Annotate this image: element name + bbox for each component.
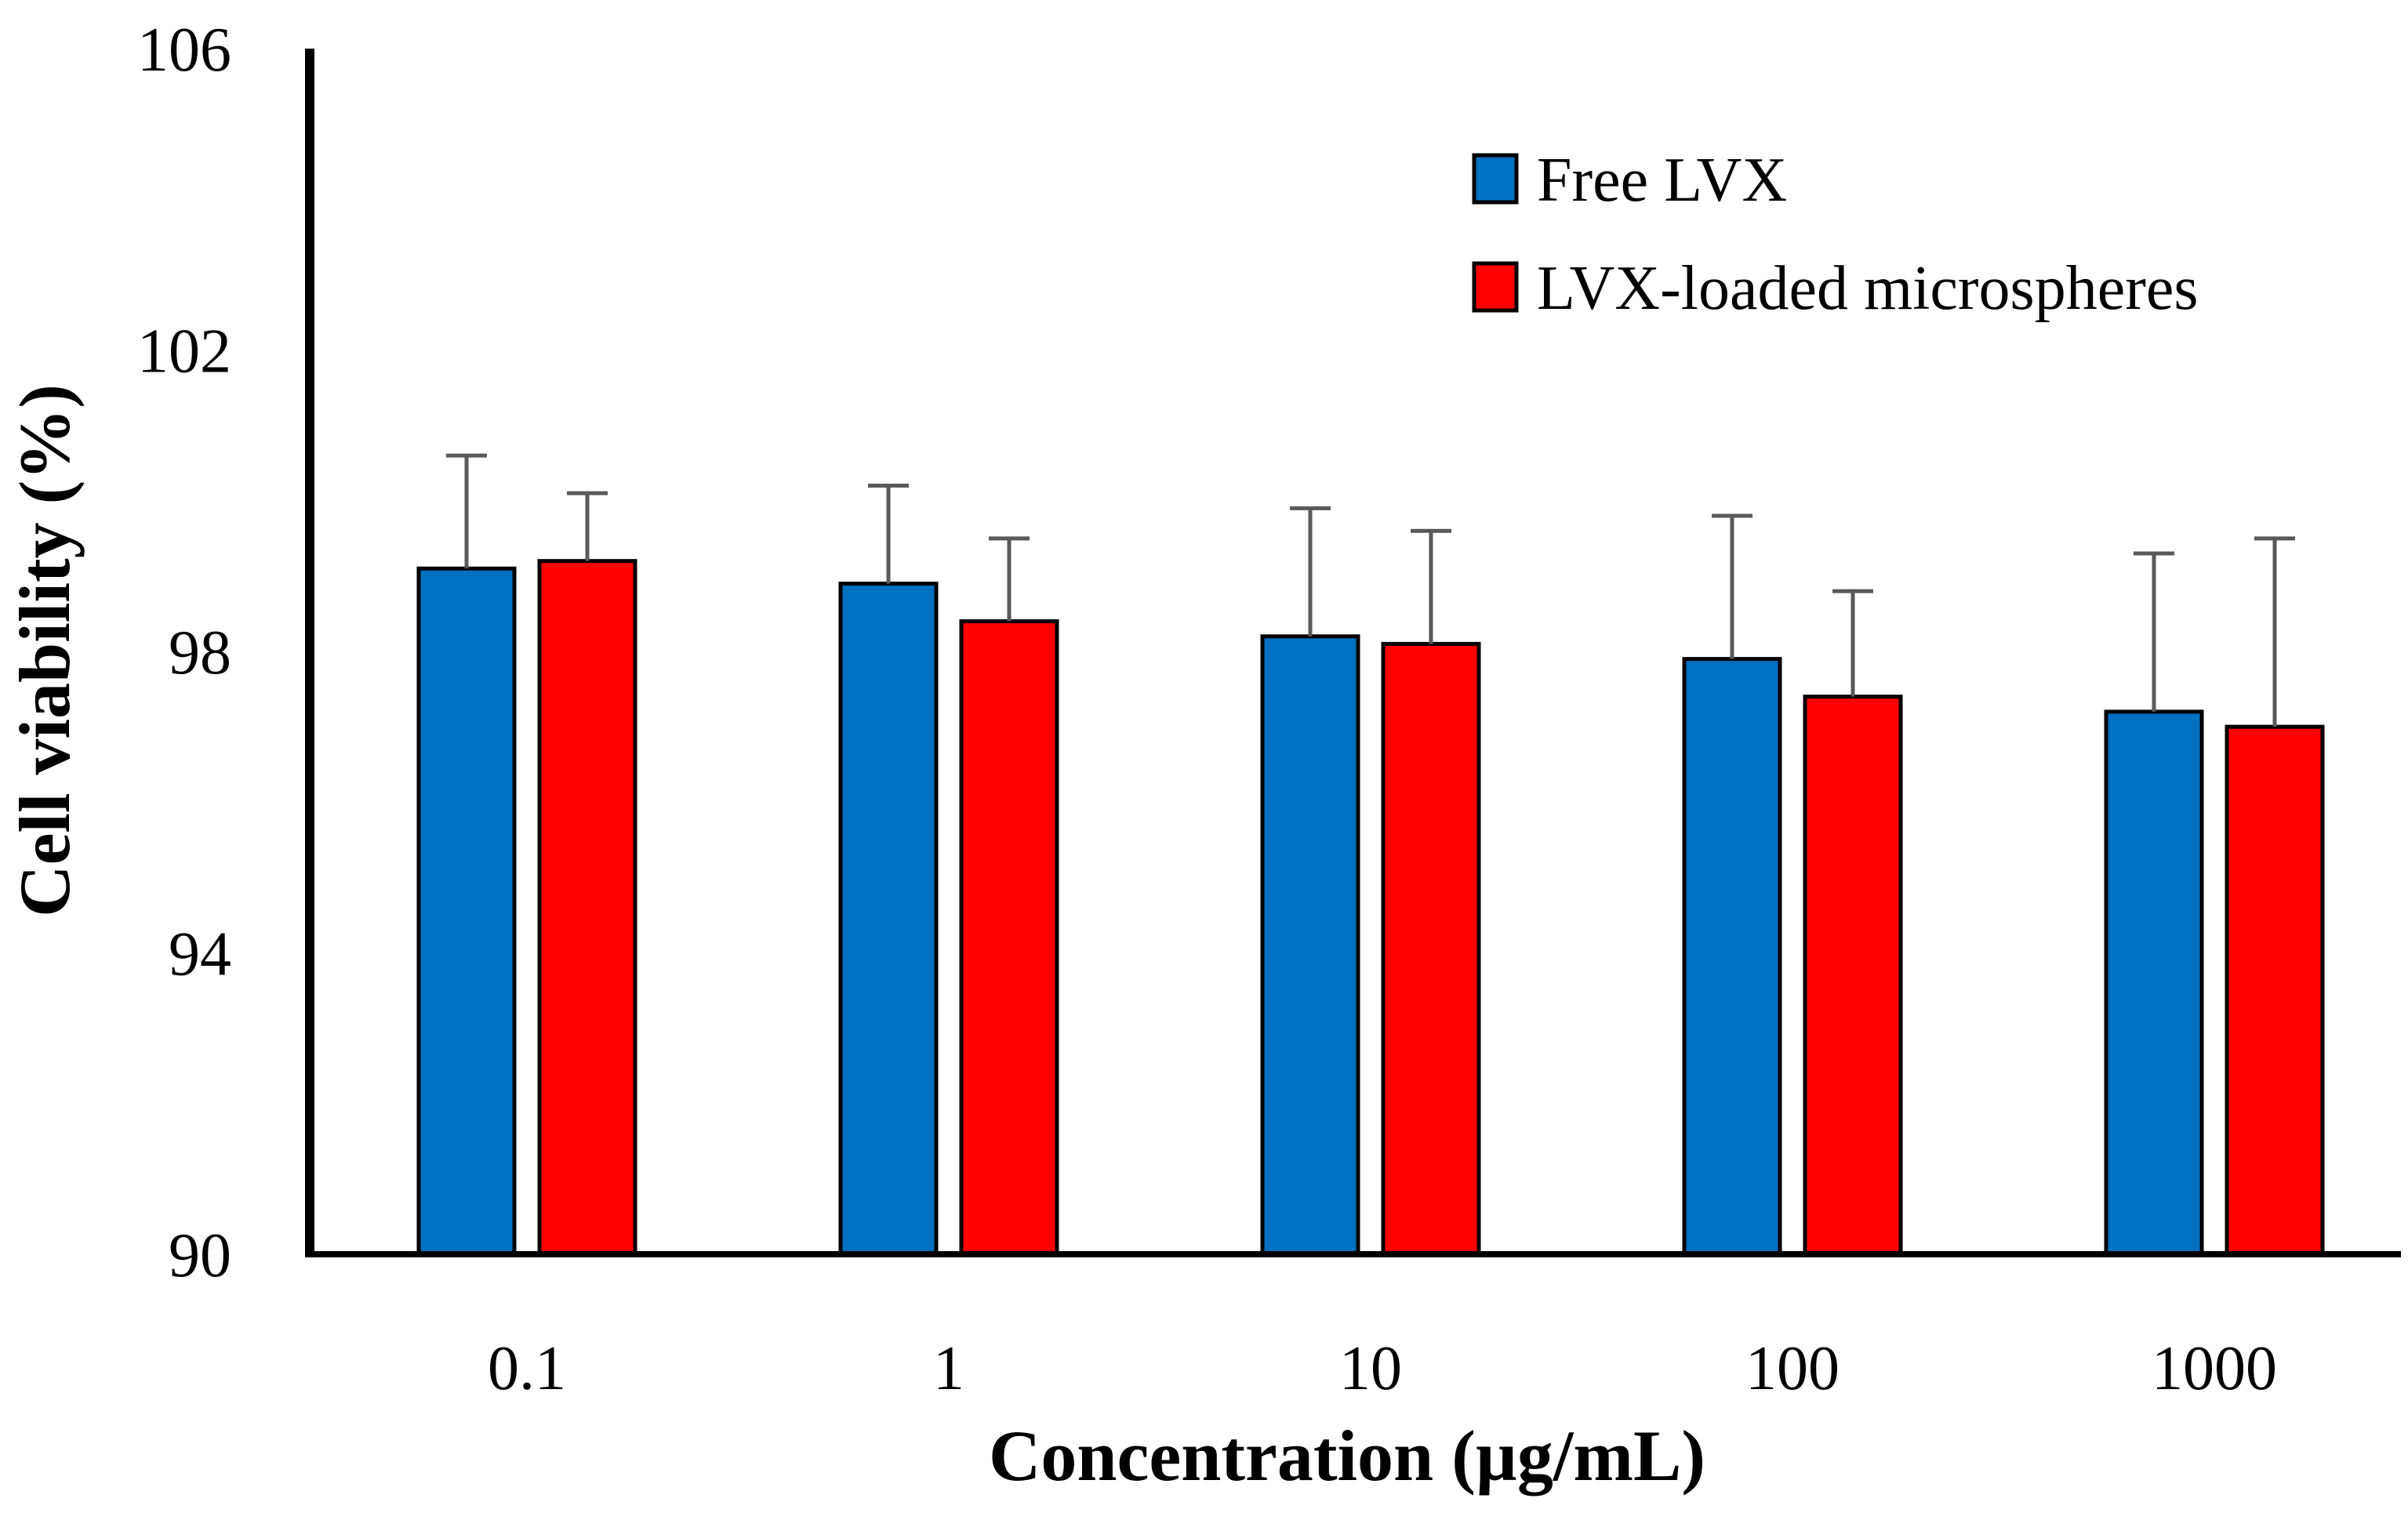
x-tick-label: 0.1	[488, 1334, 566, 1403]
x-tick-labels: 0.1 1 10 100 1000	[488, 1334, 2277, 1403]
y-tick-label: 94	[169, 920, 231, 989]
bar-free-lvx-0.1	[416, 566, 517, 1257]
legend: Free LVX LVX-loaded microspheres	[1472, 146, 2198, 323]
legend-swatch-free-lvx	[1472, 153, 1519, 205]
axes-layer	[305, 49, 2401, 1257]
x-tick-label: 100	[1745, 1334, 1840, 1403]
bar-free-lvx-10	[1260, 634, 1360, 1257]
bar-lvx-microspheres-10	[1381, 641, 1481, 1257]
legend-swatch-lvx-microspheres	[1472, 261, 1519, 313]
bar-lvx-microspheres-0.1	[537, 559, 637, 1257]
y-tick-label: 90	[169, 1221, 231, 1290]
y-tick-label: 98	[169, 619, 231, 687]
bar-free-lvx-1000	[2104, 709, 2204, 1257]
y-tick-label: 102	[137, 317, 231, 386]
y-tick-label: 106	[137, 16, 231, 85]
x-tick-label: 1000	[2152, 1334, 2277, 1403]
bar-lvx-microspheres-100	[1803, 695, 1903, 1257]
legend-label: LVX-loaded microspheres	[1537, 254, 2198, 323]
x-tick-label: 10	[1339, 1334, 1402, 1403]
x-axis-title: Concentration (µg/mL)	[989, 1416, 1705, 1496]
legend-label: Free LVX	[1537, 146, 1787, 215]
bar-lvx-microspheres-1	[959, 619, 1059, 1257]
bar-free-lvx-100	[1682, 657, 1782, 1257]
y-axis-title: Cell viability (%)	[5, 384, 85, 917]
bar-lvx-microspheres-1000	[2225, 724, 2325, 1257]
bar-free-lvx-1	[838, 581, 939, 1257]
x-tick-label: 1	[933, 1334, 964, 1403]
bars-layer	[416, 559, 2325, 1257]
error-bars-layer	[446, 453, 2295, 727]
y-tick-labels: 90 94 98 102 106	[137, 16, 231, 1290]
